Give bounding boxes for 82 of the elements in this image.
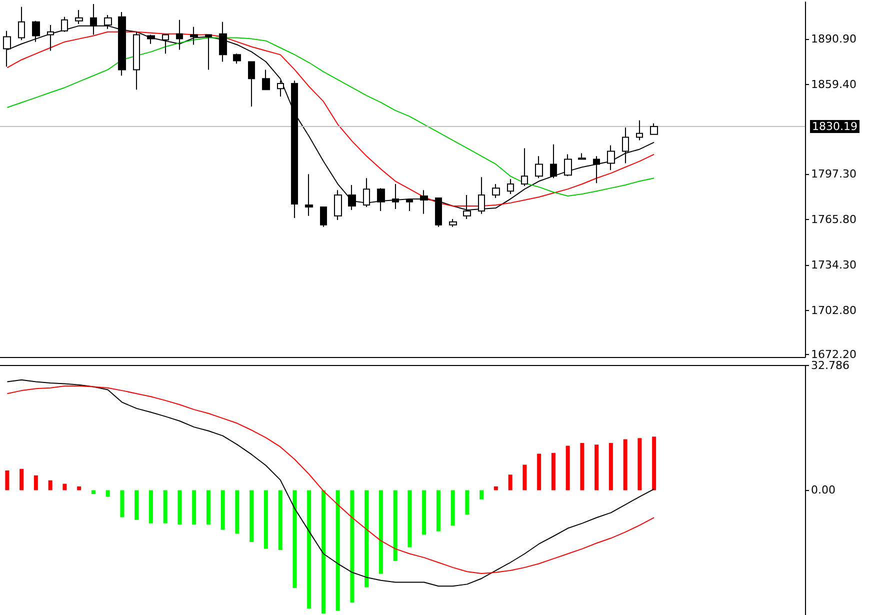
candlestick — [305, 174, 313, 216]
bar — [34, 475, 38, 490]
candlestick — [262, 69, 270, 90]
candlestick — [248, 61, 255, 108]
bar — [91, 490, 96, 494]
bar — [551, 452, 556, 490]
bar — [608, 443, 613, 490]
bar — [235, 490, 240, 534]
candlestick — [564, 154, 572, 177]
candlestick — [18, 6, 25, 41]
y-tick-label: 0.00 — [811, 484, 836, 497]
y-tick-label: 32.786 — [811, 359, 850, 372]
bar — [192, 490, 196, 524]
bar — [20, 468, 24, 490]
y-tick-label: 1734.30 — [811, 258, 856, 272]
candlestick — [147, 34, 155, 44]
candlestick — [449, 218, 457, 228]
y-tick-label: 1765.80 — [811, 212, 856, 226]
candlestick — [650, 122, 658, 135]
bar — [321, 490, 326, 614]
bar — [307, 490, 312, 609]
candlestick — [521, 148, 528, 187]
candlestick — [133, 31, 140, 90]
bar — [408, 490, 412, 548]
bar — [566, 446, 570, 490]
bar — [178, 490, 182, 524]
candlestick — [607, 144, 615, 171]
bar — [148, 490, 153, 524]
bar — [580, 443, 584, 490]
bar — [77, 486, 82, 490]
candlestick — [636, 120, 643, 141]
bar — [480, 490, 484, 500]
bar — [48, 480, 52, 490]
bar — [278, 490, 282, 550]
candlestick — [334, 190, 342, 220]
bar — [508, 474, 512, 490]
bar — [623, 439, 628, 490]
bar — [652, 436, 656, 490]
y-tick-label: 1672.20 — [811, 348, 856, 361]
candlestick — [550, 144, 557, 179]
candlestick — [578, 152, 586, 160]
bar — [5, 470, 10, 490]
candlestick — [162, 34, 169, 54]
bar — [436, 490, 440, 532]
ref-line-label: 1830.19 — [812, 120, 858, 133]
candlestick — [492, 184, 500, 199]
y-tick-label: 1797.30 — [811, 167, 856, 180]
bar — [134, 490, 139, 520]
bar — [422, 490, 426, 535]
bar — [62, 484, 67, 490]
y-tick-label: 1890.90 — [811, 32, 856, 46]
bar — [638, 438, 642, 490]
bar — [264, 490, 268, 549]
bar — [494, 486, 498, 490]
bar — [292, 490, 297, 588]
candlestick — [535, 156, 543, 179]
candlestick — [233, 53, 241, 64]
bar — [594, 444, 599, 490]
candlestick — [507, 178, 514, 194]
bar — [206, 490, 210, 524]
bar — [120, 490, 124, 518]
bar — [250, 490, 254, 542]
bar — [220, 490, 225, 530]
y-tick-label: 1859.40 — [811, 78, 856, 91]
candlestick — [622, 126, 629, 164]
bar — [364, 490, 369, 588]
bar — [393, 490, 398, 561]
candlestick — [593, 156, 600, 184]
bar — [350, 490, 354, 602]
bar — [163, 490, 168, 524]
candlestick — [363, 178, 370, 208]
bar — [450, 490, 455, 526]
bar — [537, 454, 542, 490]
y-tick-label: 1702.80 — [811, 304, 856, 317]
bar — [378, 490, 383, 574]
candlestick — [205, 34, 212, 70]
candlestick — [277, 80, 284, 98]
bar — [336, 490, 340, 611]
bar — [465, 490, 470, 515]
bar — [522, 464, 527, 490]
candlestick — [320, 206, 327, 228]
bar — [106, 490, 110, 497]
